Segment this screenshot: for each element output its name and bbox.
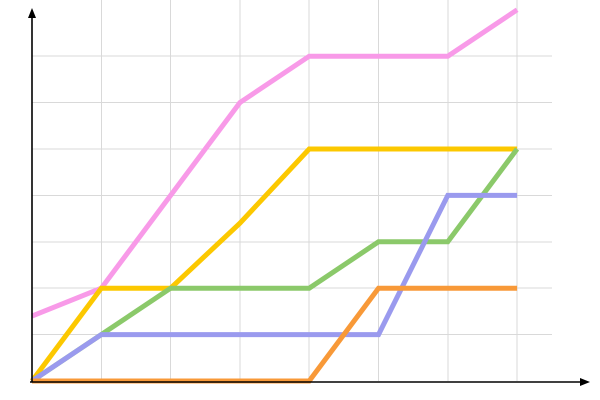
axes — [28, 8, 590, 386]
series-line-purple — [30, 192, 518, 384]
y-axis-arrow-icon — [28, 8, 36, 18]
series-lines — [29, 7, 520, 384]
series-line-orange — [32, 285, 518, 384]
series-line-yellow — [29, 146, 518, 383]
vertical-gridlines — [100, 0, 518, 381]
series-line-violet — [31, 7, 519, 319]
x-axis-arrow-icon — [580, 378, 590, 386]
